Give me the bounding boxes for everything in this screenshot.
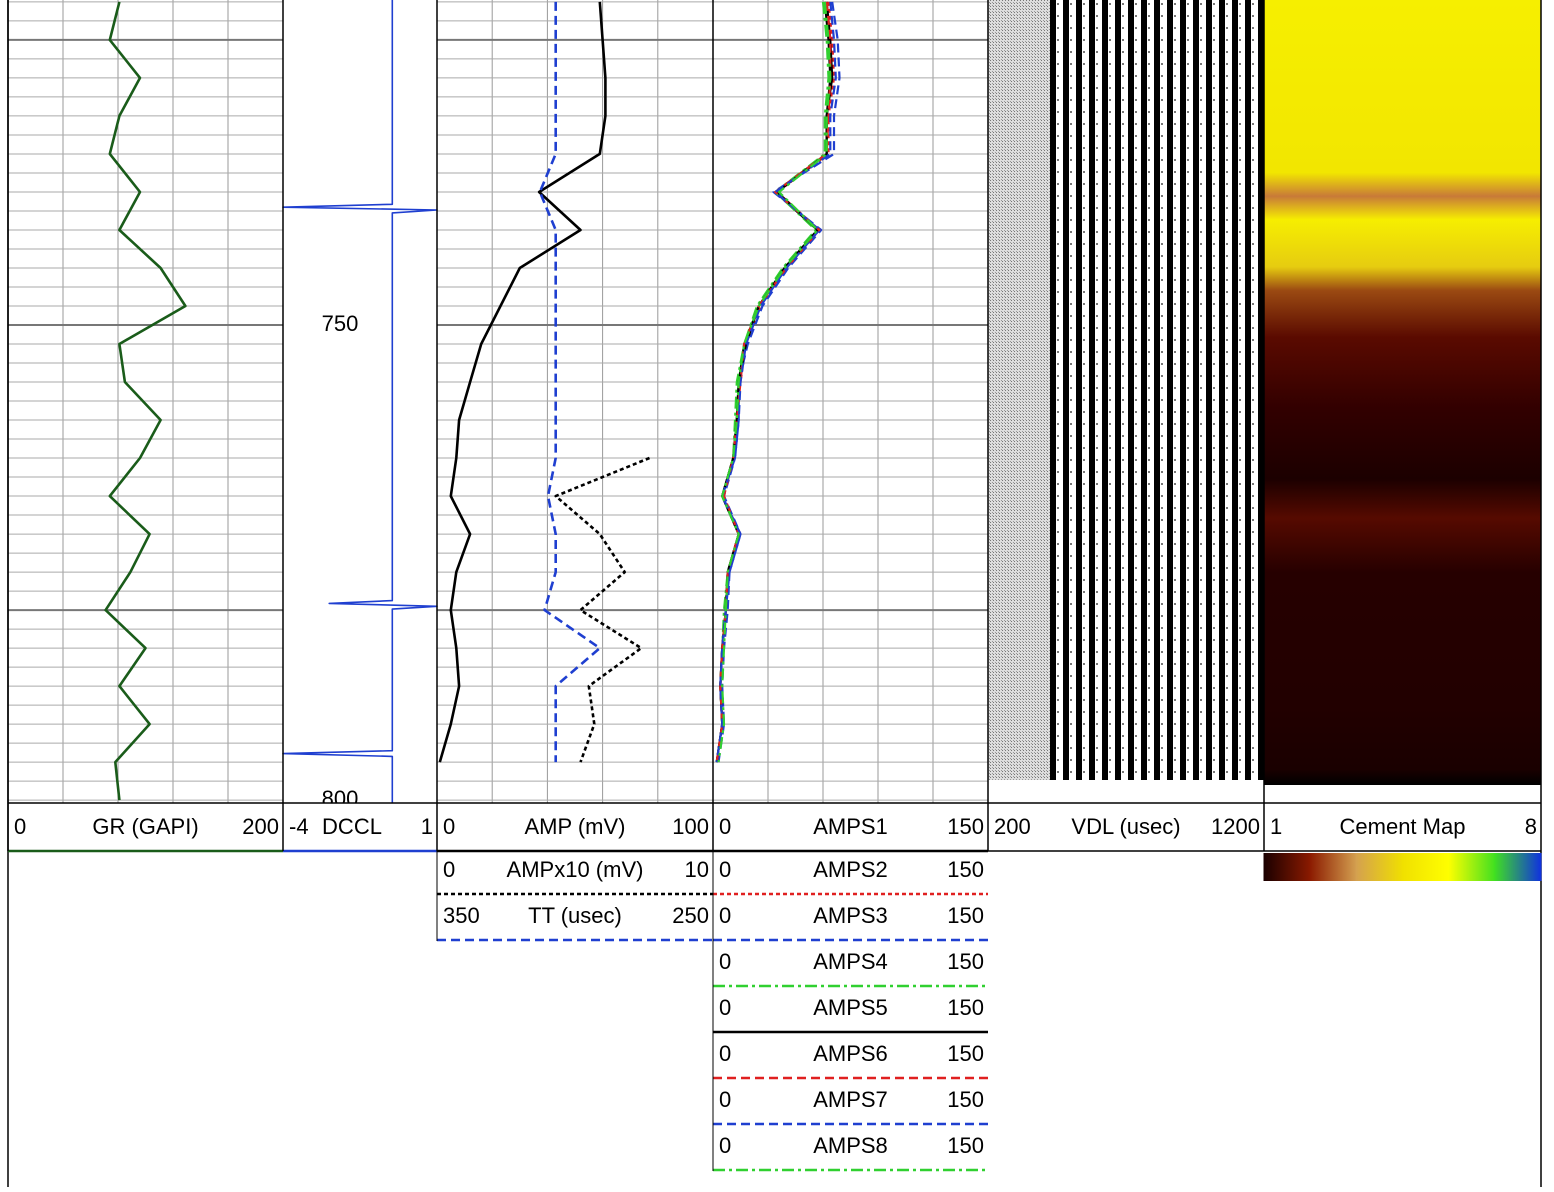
colorbar: [1263, 853, 1311, 881]
curve-name: DCCL: [322, 814, 382, 839]
curve-name: AMPS3: [813, 903, 888, 928]
scale-min: 0: [719, 1041, 731, 1066]
log-curve: [717, 1, 841, 763]
scale-min: 0: [719, 995, 731, 1020]
log-curve: [282, 0, 438, 803]
scale-max: 200: [242, 814, 279, 839]
log-curve: [715, 1, 837, 763]
curve-name: Cement Map: [1340, 814, 1466, 839]
scale-max: 150: [947, 949, 984, 974]
log-curve: [554, 456, 650, 763]
scale-min: 0: [719, 1087, 731, 1112]
scale-min: 0: [443, 814, 455, 839]
colorbar: [1448, 853, 1496, 881]
scale-max: 150: [947, 857, 984, 882]
scale-min: 0: [719, 949, 731, 974]
log-curve: [538, 1, 602, 763]
curve-name: AMPS6: [813, 1041, 888, 1066]
vdl-image: [988, 0, 1050, 780]
scale-min: 200: [994, 814, 1031, 839]
colorbar: [1494, 853, 1542, 881]
curve-name: VDL (usec): [1071, 814, 1180, 839]
scale-min: 0: [14, 814, 26, 839]
scale-max: 8: [1525, 814, 1537, 839]
scale-max: 100: [672, 814, 709, 839]
log-curve: [717, 1, 832, 763]
scale-min: 350: [443, 903, 480, 928]
scale-max: 1: [421, 814, 433, 839]
scale-min: 0: [719, 903, 731, 928]
scale-max: 150: [947, 1087, 984, 1112]
colorbar: [1402, 853, 1450, 881]
scale-max: 150: [947, 995, 984, 1020]
curve-name: TT (usec): [528, 903, 622, 928]
scale-min: -4: [289, 814, 309, 839]
scale-max: 10: [685, 857, 709, 882]
curve-name: AMPS2: [813, 857, 888, 882]
scale-min: 0: [719, 814, 731, 839]
log-curve: [104, 1, 187, 801]
colorbar: [1309, 853, 1357, 881]
scale-max: 150: [947, 814, 984, 839]
depth-label: 750: [322, 311, 359, 336]
curve-name: AMPS8: [813, 1133, 888, 1158]
curve-name: AMP (mV): [524, 814, 625, 839]
curve-name: AMPx10 (mV): [507, 857, 644, 882]
plot-area: 750 800: [8, 0, 1541, 811]
scale-max: 250: [672, 903, 709, 928]
scale-max: 150: [947, 1041, 984, 1066]
vdl-image: [1050, 0, 1264, 780]
scale-min: 0: [719, 857, 731, 882]
scale-min: 0: [719, 1133, 731, 1158]
scale-max: 150: [947, 1133, 984, 1158]
curve-name: AMPS7: [813, 1087, 888, 1112]
cement-map-image: [1264, 0, 1541, 785]
scale-min: 0: [443, 857, 455, 882]
scale-min: 1: [1270, 814, 1282, 839]
colorbar: [1355, 853, 1403, 881]
scale-max: 150: [947, 903, 984, 928]
curve-name: AMPS1: [813, 814, 888, 839]
log-curve: [438, 1, 607, 763]
curve-name: GR (GAPI): [92, 814, 198, 839]
scale-max: 1200: [1211, 814, 1260, 839]
log-curve: [715, 1, 830, 763]
curve-name: AMPS5: [813, 995, 888, 1020]
curve-name: AMPS4: [813, 949, 888, 974]
depth-label: 800: [322, 786, 359, 811]
